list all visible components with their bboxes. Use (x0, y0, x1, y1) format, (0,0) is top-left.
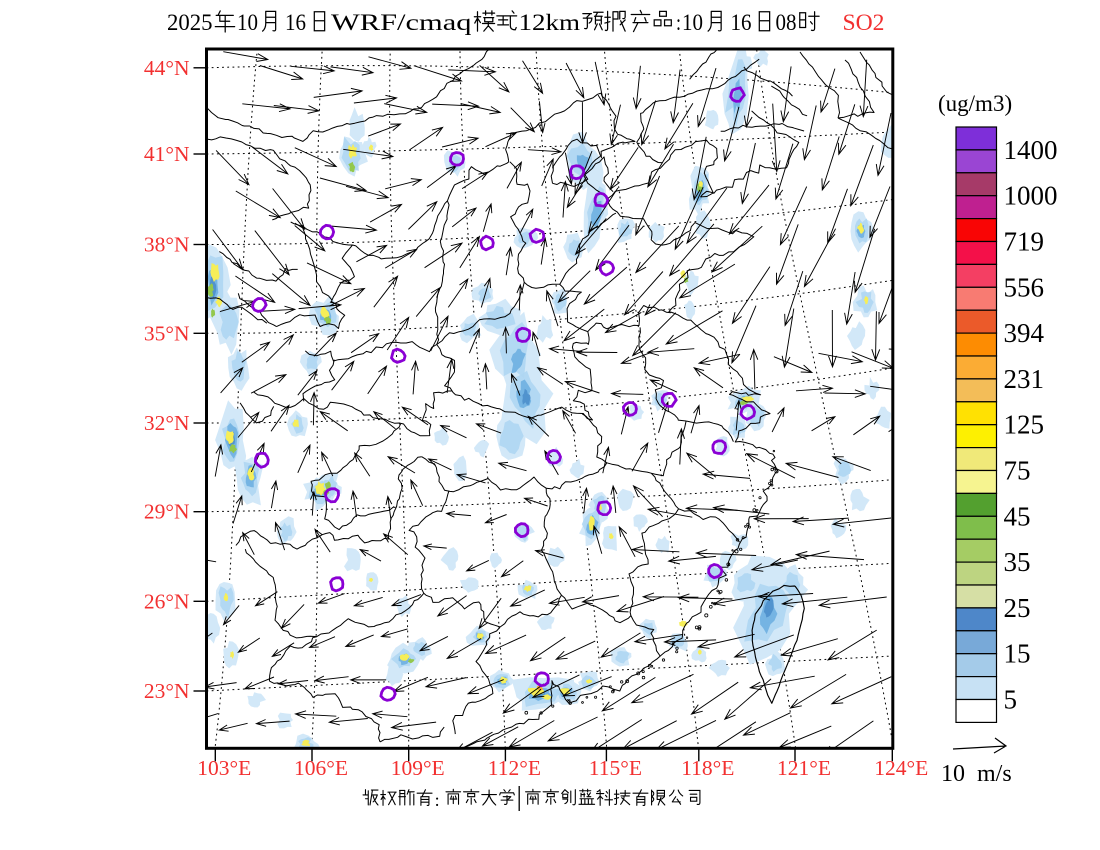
svg-text:231: 231 (1004, 364, 1045, 394)
svg-text:10: 10 (237, 10, 258, 36)
svg-text:16: 16 (731, 10, 752, 36)
svg-text:1000: 1000 (1004, 181, 1058, 211)
svg-text:44°N: 44°N (144, 56, 190, 80)
svg-text:118°E: 118°E (681, 756, 734, 780)
svg-text:25: 25 (1004, 593, 1031, 623)
svg-text:29°N: 29°N (144, 500, 190, 524)
svg-text:38°N: 38°N (144, 233, 190, 257)
svg-text:45: 45 (1004, 501, 1031, 531)
svg-text:35°N: 35°N (144, 321, 190, 345)
svg-text::: : (435, 790, 440, 810)
svg-text:103°E: 103°E (197, 756, 251, 780)
svg-text:125: 125 (1004, 410, 1045, 440)
svg-text:394: 394 (1004, 318, 1045, 348)
svg-text:106°E: 106°E (294, 756, 348, 780)
svg-text:719: 719 (1004, 227, 1045, 257)
svg-text:75: 75 (1004, 456, 1031, 486)
svg-text:10: 10 (682, 10, 703, 36)
svg-text:112°E: 112°E (488, 756, 541, 780)
svg-text:115°E: 115°E (589, 756, 642, 780)
svg-text:556: 556 (1004, 272, 1045, 302)
svg-text:109°E: 109°E (391, 756, 445, 780)
svg-text:121°E: 121°E (777, 756, 831, 780)
svg-text:1400: 1400 (1004, 135, 1058, 165)
svg-text:2025: 2025 (167, 10, 213, 36)
svg-text::: : (676, 10, 681, 36)
svg-text:35: 35 (1004, 547, 1031, 577)
svg-text:(ug/m3): (ug/m3) (938, 91, 1012, 116)
svg-text:08: 08 (776, 10, 797, 36)
svg-text:WRF/cmaq: WRF/cmaq (331, 10, 472, 36)
svg-text:23°N: 23°N (144, 679, 190, 703)
svg-text:32°N: 32°N (144, 411, 190, 435)
svg-text:26°N: 26°N (144, 589, 190, 613)
svg-text:41°N: 41°N (144, 142, 190, 166)
svg-text:16: 16 (285, 10, 306, 36)
svg-text:SO2: SO2 (843, 10, 885, 36)
svg-text:10 m/s: 10 m/s (941, 761, 1012, 787)
svg-text:15: 15 (1004, 639, 1031, 669)
svg-text:124°E: 124°E (874, 756, 928, 780)
svg-text:12km: 12km (519, 10, 581, 36)
svg-text:5: 5 (1004, 685, 1018, 715)
